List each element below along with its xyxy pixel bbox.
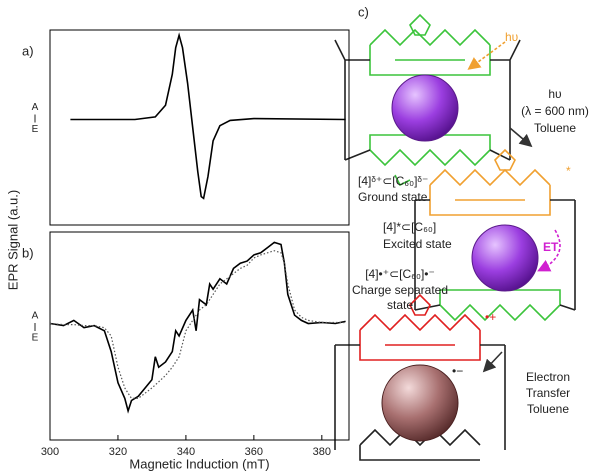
panel-label: a) (22, 43, 34, 58)
plot-frame (49, 29, 350, 226)
state-formula: [4]*⊂[C₆₀] (383, 220, 436, 234)
x-tick-label: 360 (245, 446, 263, 458)
step-text: Toluene (527, 402, 569, 416)
step-text: Transfer (526, 386, 570, 400)
x-axis-label: Magnetic Induction (mT) (129, 456, 269, 471)
light-label: hυ (505, 30, 518, 44)
fullerene (471, 224, 539, 292)
state-formula: [4]ᵟ⁺⊂[C₆₀]ᵟ⁻ (358, 174, 428, 188)
step-text: Toluene (534, 121, 576, 135)
state-name: Excited state (383, 237, 452, 251)
fullerene (391, 74, 459, 142)
et-label: ET (543, 240, 559, 254)
state-mark: * (566, 164, 571, 178)
axis-sense: E (32, 333, 39, 344)
axis-sense: A (32, 311, 39, 322)
panel-label: b) (22, 245, 34, 260)
step-text: Electron (526, 370, 570, 384)
data-line (49, 250, 346, 399)
x-tick-label: 340 (177, 446, 195, 458)
step-text: hυ (548, 87, 561, 101)
x-tick-label: 300 (41, 446, 59, 458)
data-line (70, 32, 346, 200)
state-mark: •− (452, 364, 463, 378)
step-text: (λ = 600 nm) (521, 104, 589, 118)
molecule-drawings (334, 13, 576, 461)
panel-label: c) (358, 4, 369, 19)
x-tick-label: 380 (313, 446, 331, 458)
fullerene (381, 364, 459, 442)
axis-sense: E (32, 124, 39, 135)
state-name: Charge separated (352, 283, 448, 297)
state-name: Ground state (358, 190, 428, 204)
state-mark: •+ (485, 310, 496, 324)
axis-sense: A (32, 102, 39, 113)
y-axis-label: EPR Signal (a.u.) (5, 190, 20, 290)
x-tick-label: 320 (109, 446, 127, 458)
plot-frame (49, 231, 350, 441)
state-formula: [4]•⁺⊂[C₆₀]•⁻ (365, 267, 435, 281)
state-name: state (387, 298, 413, 312)
data-line (49, 241, 346, 414)
